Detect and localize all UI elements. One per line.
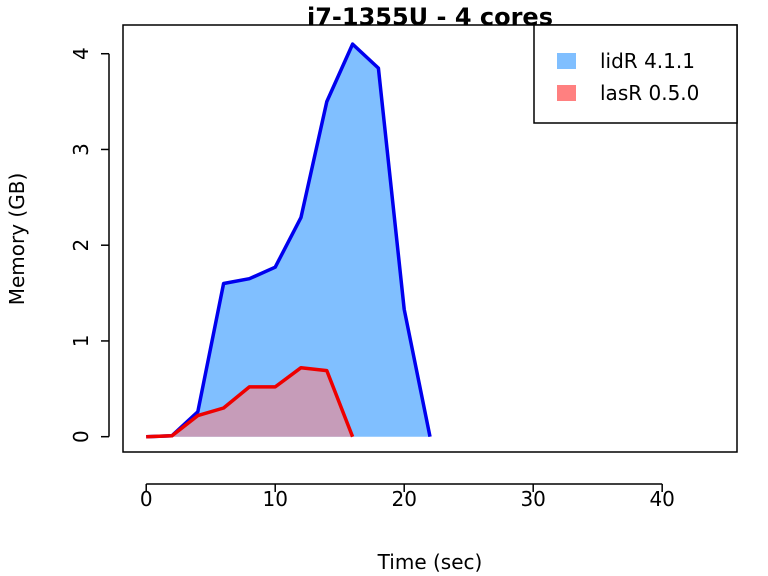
x-tick-label: 20: [391, 487, 416, 511]
plot-frame: [122, 24, 738, 453]
legend-swatch-lidr-4-1-1: [557, 53, 576, 69]
legend-label-lasr-0-5-0: lasR 0.5.0: [600, 81, 699, 105]
x-tick-label: 10: [262, 487, 287, 511]
series-line-lidr-4-1-1: [146, 42, 432, 439]
x-tick-label: 30: [520, 487, 545, 511]
series-line-lasr-0-5-0: [146, 365, 355, 439]
series-layer: [146, 42, 432, 439]
legend-swatch-lasr-0-5-0: [557, 85, 576, 101]
legend: lidR 4.1.1 lasR 0.5.0: [533, 24, 738, 124]
chart-title: i7-1355U - 4 cores: [307, 3, 553, 31]
axes-layer: 0 10 20 30 40 0 1 2 3 4: [69, 47, 675, 511]
y-tick-label: 4: [69, 47, 93, 60]
series-area-lasr-0-5-0: [146, 367, 353, 437]
y-tick-label: 3: [69, 143, 93, 156]
x-tick-label: 0: [140, 487, 153, 511]
x-axis-label: Time (sec): [377, 550, 483, 574]
y-tick-label: 0: [69, 430, 93, 443]
y-tick-label: 2: [69, 239, 93, 252]
y-axis-label: Memory (GB): [5, 173, 29, 306]
legend-box: [533, 24, 738, 124]
x-tick-label: 40: [649, 487, 674, 511]
legend-label-lidr-4-1-1: lidR 4.1.1: [600, 49, 695, 73]
series-area-lidr-4-1-1: [146, 44, 430, 437]
y-tick-label: 1: [69, 335, 93, 348]
